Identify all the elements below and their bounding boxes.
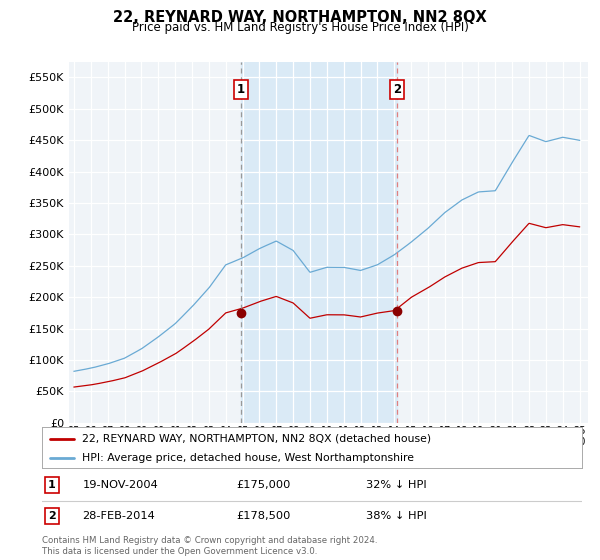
Text: 28-FEB-2014: 28-FEB-2014 <box>83 511 155 521</box>
Text: 2: 2 <box>48 511 56 521</box>
Text: 38% ↓ HPI: 38% ↓ HPI <box>366 511 427 521</box>
Text: 2: 2 <box>393 83 401 96</box>
Text: £175,000: £175,000 <box>236 480 291 490</box>
Text: Contains HM Land Registry data © Crown copyright and database right 2024.
This d: Contains HM Land Registry data © Crown c… <box>42 536 377 556</box>
Text: 19-NOV-2004: 19-NOV-2004 <box>83 480 158 490</box>
Text: £178,500: £178,500 <box>236 511 291 521</box>
Text: 1: 1 <box>236 83 245 96</box>
Text: 1: 1 <box>48 480 56 490</box>
Bar <box>241 62 397 423</box>
Text: 32% ↓ HPI: 32% ↓ HPI <box>366 480 427 490</box>
Text: Price paid vs. HM Land Registry's House Price Index (HPI): Price paid vs. HM Land Registry's House … <box>131 21 469 34</box>
Text: 22, REYNARD WAY, NORTHAMPTON, NN2 8QX (detached house): 22, REYNARD WAY, NORTHAMPTON, NN2 8QX (d… <box>83 433 431 444</box>
Text: HPI: Average price, detached house, West Northamptonshire: HPI: Average price, detached house, West… <box>83 452 415 463</box>
Text: 22, REYNARD WAY, NORTHAMPTON, NN2 8QX: 22, REYNARD WAY, NORTHAMPTON, NN2 8QX <box>113 10 487 25</box>
